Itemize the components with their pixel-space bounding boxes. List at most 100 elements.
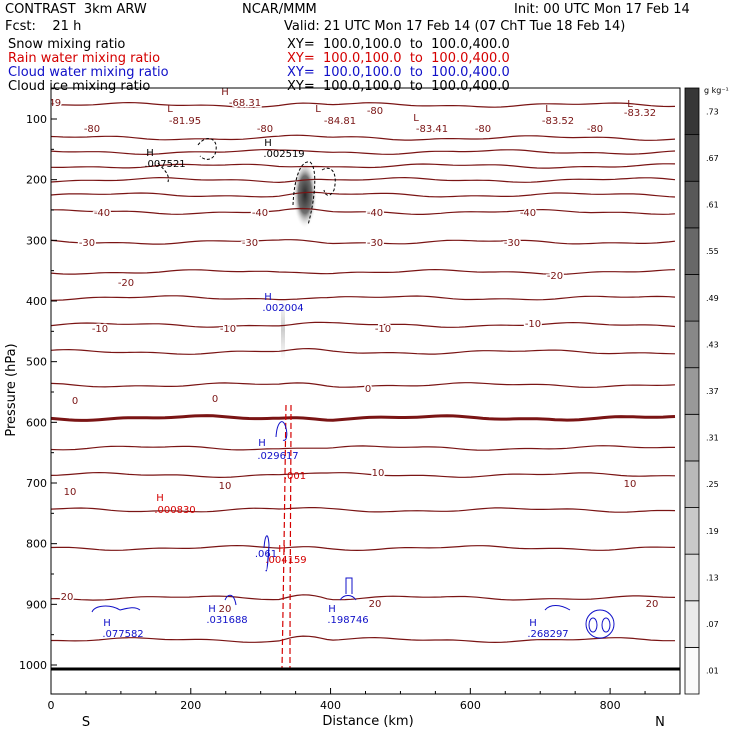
temperature-contour: [51, 471, 676, 479]
cloud-water-contour: [224, 594, 237, 606]
ice-contour: [321, 167, 336, 196]
y-tick-label: 300: [26, 234, 47, 247]
extremum-label: H: [146, 148, 154, 159]
temperature-contour-label: -80: [475, 124, 491, 135]
temperature-contour-label: 20: [646, 599, 659, 610]
extremum-label: .002004: [262, 303, 303, 314]
cloud-water-contour: [544, 605, 571, 611]
extremum-label: .029617: [257, 451, 298, 462]
temperature-contour-label: -40: [520, 208, 536, 219]
rain-contours: [281, 404, 292, 669]
temperature-contour: [51, 382, 676, 388]
temperature-contour: [51, 239, 676, 245]
colorbar-tick-label: .73: [706, 107, 719, 116]
extremum-label: H: [103, 618, 111, 629]
extremum-label: L: [167, 104, 173, 115]
model-title: CONTRAST 3km ARW: [5, 2, 147, 17]
temperature-contour-label: -20: [118, 278, 134, 289]
field-label-cloud-ice: Cloud ice mixing ratio: [8, 79, 151, 94]
extrema-labels: HL LLL LH.007521H.002519H.002004H.029617.0…: [102, 88, 633, 640]
temperature-contour: [51, 414, 676, 422]
extremum-label: .001: [284, 471, 306, 482]
colorbar-swatch: [684, 600, 700, 648]
colorbar-swatch: [684, 553, 700, 602]
ice-contour: [292, 161, 316, 226]
temperature-contour: [51, 101, 676, 108]
temperature-contour: [51, 295, 676, 301]
x-tick-label: 400: [320, 699, 341, 712]
field-label-snow: Snow mixing ratio: [8, 37, 126, 52]
extremum-label: .077582: [102, 629, 143, 640]
temperature-contour: [51, 176, 676, 184]
extremum-label: H: [264, 292, 272, 303]
extremum-label: H: [264, 138, 272, 149]
field-label-cloud-water: Cloud water mixing ratio: [8, 65, 169, 80]
y-axis: 100 200 300 400 500 600 700 800 900 1000: [19, 88, 57, 672]
ice-contour: [197, 138, 217, 160]
temperature-contour: [51, 134, 676, 141]
y-tick-label: 800: [26, 538, 47, 551]
y-tick-label: 500: [26, 356, 47, 369]
y-tick-label: 700: [26, 477, 47, 490]
temperature-contour-label: -81.95: [169, 116, 201, 127]
colorbar-swatch: [684, 227, 700, 275]
extremum-label: .061: [255, 549, 277, 560]
temperature-contour-label: -30: [504, 238, 520, 249]
temperature-contour-label: 0: [365, 384, 371, 395]
colorbar-tick-label: .37: [706, 387, 719, 396]
extremum-label: L: [315, 104, 321, 115]
x-tick-label: 200: [180, 699, 201, 712]
colorbar-tick-label: .43: [706, 340, 719, 349]
temperature-contour: [51, 163, 676, 169]
cloud-water-contour: [275, 421, 288, 441]
temperature-contour-label: 0: [72, 396, 78, 407]
temperature-contour-label: -40: [252, 208, 268, 219]
valid-time: Valid: 21 UTC Mon 17 Feb 14 (07 ChT Tue …: [284, 19, 626, 34]
field-xy-cloud-ice: XY= 100.0,100.0 to 100.0,400.0: [287, 79, 510, 94]
colorbar-swatch: [684, 367, 700, 415]
temperature-contour-label: 10: [624, 479, 637, 490]
cloud-water-contour: [585, 609, 615, 639]
y-tick-label: 400: [26, 295, 47, 308]
temperature-contour: [51, 507, 676, 513]
colorbar-swatch: [684, 87, 700, 136]
temperature-contour: [51, 445, 675, 451]
temperature-contour: [51, 207, 676, 215]
extremum-label: H: [156, 493, 164, 504]
colorbar-tick-label: .31: [706, 434, 719, 443]
temperature-contour-label: 10: [64, 487, 77, 498]
colorbar-swatch: [684, 180, 700, 229]
rain-contour: [289, 404, 292, 669]
y-tick-label: 600: [26, 416, 47, 429]
ice-contour: [157, 162, 169, 183]
temperature-contour-label: -80: [257, 124, 273, 135]
colorbar-tick-label: .25: [706, 480, 719, 489]
temperature-contour-label: -80: [587, 124, 603, 135]
extremum-label: H: [529, 618, 537, 629]
x-tick-label: 600: [460, 699, 481, 712]
temperature-contour-label: -67.49: [29, 98, 61, 109]
temperature-contour: [51, 321, 676, 328]
colorbar-swatch: [684, 460, 700, 508]
colorbar-unit: g kg⁻¹: [704, 86, 729, 95]
rain-contour: [281, 404, 287, 669]
snow-shading-streak: [281, 300, 285, 360]
extremum-label: .007521: [144, 159, 185, 170]
x-axis-end-right: N: [655, 715, 665, 730]
field-xy-rain: XY= 100.0,100.0 to 100.0,400.0: [287, 51, 510, 66]
center-title: NCAR/MMM: [242, 2, 317, 17]
x-tick-label: 800: [600, 699, 621, 712]
extremum-label: .198746: [327, 615, 368, 626]
temperature-contour: [51, 635, 675, 644]
temperature-contour: [51, 594, 676, 601]
temperature-contour: [51, 268, 676, 276]
temperature-contour-label: 20: [369, 599, 382, 610]
init-time: Init: 00 UTC Mon 17 Feb 14: [514, 2, 690, 17]
field-label-rain: Rain water mixing ratio: [8, 51, 161, 66]
plot-area: -67.49 -68.31 -81.95 -84.81 -83.41 -83.52 -83.…: [29, 88, 676, 669]
extremum-label: .004159: [265, 555, 306, 566]
extremum-label: H: [278, 544, 286, 555]
colorbar-tick-label: .13: [706, 573, 719, 582]
temperature-contour-label: 10: [372, 468, 385, 479]
